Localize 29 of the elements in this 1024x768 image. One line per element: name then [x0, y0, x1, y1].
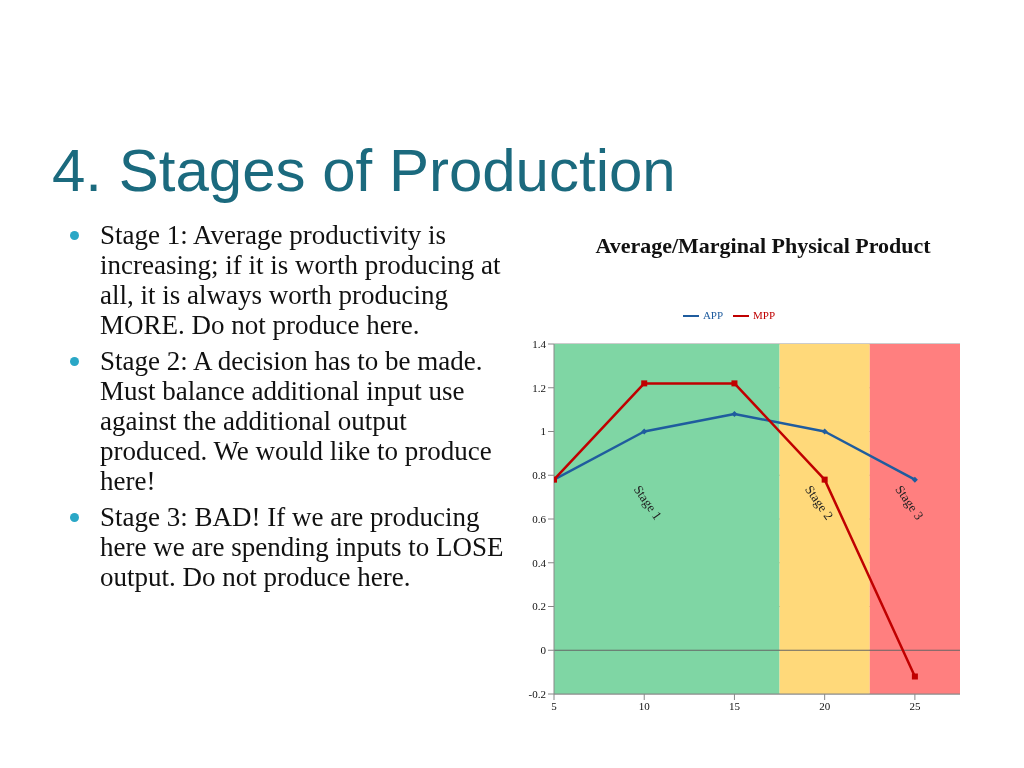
y-tick-label: 1.2: [532, 381, 546, 394]
x-tick-label: 15: [728, 699, 741, 712]
x-tick-label: 20: [819, 699, 831, 712]
text: Stage 3: BAD! If we are producing here we are spending inputs to LOSE output. Do not produce here.: [99, 502, 505, 592]
y-tick-label: 0: [540, 644, 547, 657]
text: Stage 1: Average productivity is increasing; if it is worth producing at all, it is always worth producing MORE. Do not produce here.: [99, 220, 502, 340]
legend-label: MPP: [753, 308, 776, 321]
y-tick-label: 0.6: [532, 512, 547, 525]
point: [911, 673, 918, 680]
chart-title: Average/Marginal Physical Product: [594, 232, 932, 260]
x-tick-label: 25: [909, 699, 921, 712]
y-tick-label: -0.2: [528, 687, 546, 700]
text: Stage 2: A decision has to be made. Must balance additional input use against the additional output produced. We would like to produce here!: [99, 346, 493, 496]
y-tick-label: 1: [540, 425, 546, 438]
point: [821, 476, 828, 483]
y-tick-label: 1.4: [532, 337, 547, 350]
point: [911, 476, 918, 483]
y-tick-label: 0.8: [532, 469, 547, 482]
legend-label: APP: [702, 308, 724, 321]
text: 4. Stages of Production: [52, 136, 676, 205]
y-tick-label: 0.2: [532, 600, 546, 613]
point: [821, 428, 828, 435]
point: [731, 380, 738, 387]
y-tick-label: 0.4: [532, 556, 547, 569]
point: [641, 380, 648, 387]
point: [641, 428, 648, 435]
x-tick-label: 10: [638, 699, 651, 712]
x-tick-label: 5: [551, 699, 558, 712]
point: [731, 411, 738, 417]
